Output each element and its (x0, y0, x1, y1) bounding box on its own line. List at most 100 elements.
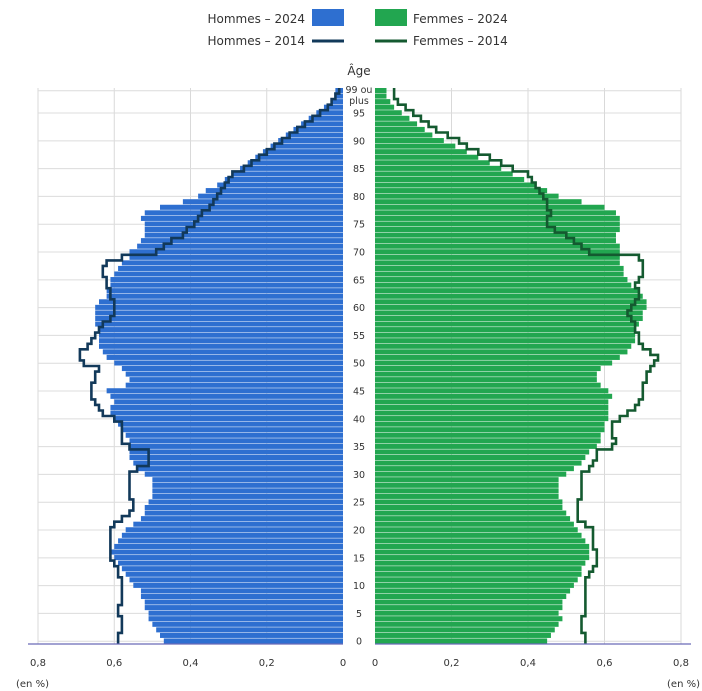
bar-hommes-2024-age-53 (99, 343, 343, 349)
age-label-99-line2: plus (349, 96, 369, 107)
age-tick-15: 15 (353, 553, 365, 564)
bar-femmes-2024-age-96 (375, 104, 395, 110)
bar-femmes-2024-age-67 (375, 265, 624, 271)
bar-femmes-2024-age-53 (375, 343, 632, 349)
bar-femmes-2024-age-68 (375, 260, 620, 266)
bar-hommes-2024-age-61 (99, 299, 343, 305)
bar-femmes-2024-age-48 (375, 371, 597, 377)
bar-hommes-2024-age-60 (95, 304, 343, 310)
bar-hommes-2024-age-82 (217, 182, 343, 188)
legend: Hommes – 2024 Hommes – 2014 Femmes – 202… (207, 9, 508, 48)
bar-hommes-2024-age-48 (125, 371, 343, 377)
bar-hommes-2024-age-45 (106, 388, 343, 394)
bar-femmes-2024-age-66 (375, 271, 624, 277)
bar-hommes-2024-age-24 (144, 505, 343, 511)
bar-femmes-2024-age-59 (375, 310, 643, 316)
bar-hommes-2024-age-39 (118, 421, 343, 427)
bar-hommes-2024-age-52 (102, 349, 343, 355)
bar-femmes-2024-age-92 (375, 126, 425, 132)
bar-hommes-2024-age-37 (125, 432, 343, 438)
bar-femmes-2024-age-5 (375, 610, 559, 616)
age-tick-80: 80 (353, 192, 365, 203)
bar-femmes-2024-age-3 (375, 621, 559, 627)
bar-hommes-2024-age-33 (129, 454, 343, 461)
bar-hommes-2024-age-86 (247, 160, 343, 166)
x-tick-left-1: 0,6 (106, 658, 122, 669)
bar-femmes-2024-age-25 (375, 499, 563, 505)
bar-femmes-2024-age-54 (375, 338, 636, 344)
bar-hommes-2024-age-95 (316, 110, 343, 116)
bar-hommes-2024-age-36 (129, 438, 343, 444)
bar-hommes-2024-age-11 (129, 577, 343, 583)
bar-hommes-2024-age-38 (121, 427, 343, 433)
x-tick-right-2: 0,4 (520, 658, 536, 669)
bar-hommes-2024-age-98 (335, 93, 343, 99)
bar-hommes-2024-age-13 (121, 566, 343, 572)
age-axis-title: Âge (347, 63, 370, 78)
age-tick-30: 30 (353, 470, 365, 481)
bar-hommes-2024-age-47 (129, 377, 343, 383)
age-tick-60: 60 (353, 303, 365, 314)
bar-femmes-2024-age-40 (375, 416, 609, 422)
bar-hommes-2024-age-56 (99, 327, 343, 333)
bar-femmes-2024-age-1 (375, 632, 551, 638)
bar-hommes-2024-age-96 (323, 104, 343, 110)
bar-hommes-2024-age-4 (148, 616, 343, 622)
bar-femmes-2024-age-42 (375, 404, 609, 410)
bar-hommes-2024-age-92 (293, 126, 343, 132)
age-tick-65: 65 (353, 275, 365, 286)
bar-femmes-2024-age-65 (375, 277, 628, 283)
bar-hommes-2024-age-46 (125, 382, 343, 388)
legend-label-femmes-2024: Femmes – 2024 (413, 12, 508, 26)
bar-hommes-2024-age-88 (262, 149, 343, 155)
x-tick-left-2: 0,4 (183, 658, 199, 669)
x-unit-label-right: (en %) (667, 679, 700, 690)
age-tick-50: 50 (353, 359, 365, 370)
x-tick-right-0: 0,8 (673, 658, 689, 669)
bar-hommes-2024-age-76 (140, 215, 343, 221)
bar-femmes-2024-age-86 (375, 160, 490, 166)
bar-hommes-2024-age-70 (129, 249, 343, 255)
bar-hommes-2024-age-6 (144, 605, 343, 611)
bar-hommes-2024-age-20 (125, 527, 343, 533)
bar-femmes-2024-age-29 (375, 477, 559, 483)
bar-femmes-2024-age-51 (375, 354, 620, 360)
age-tick-90: 90 (353, 136, 365, 147)
bar-femmes-2024-age-0 (375, 638, 548, 644)
bar-femmes-2024-age-99 (375, 88, 387, 94)
bar-hommes-2024-age-62 (106, 293, 343, 299)
bar-hommes-2024-age-28 (152, 482, 343, 488)
x-tick-right-3: 0,2 (444, 658, 460, 669)
bar-femmes-2024-age-50 (375, 360, 613, 366)
bar-femmes-2024-age-63 (375, 288, 639, 294)
bar-femmes-2024-age-94 (375, 115, 410, 121)
bar-femmes-2024-age-36 (375, 438, 601, 444)
bar-femmes-2024-age-39 (375, 421, 605, 427)
bar-hommes-2024-age-91 (285, 132, 343, 138)
bar-hommes-2024-age-71 (137, 243, 343, 249)
x-tick-left-4: 0 (340, 658, 346, 669)
bar-femmes-2024-age-45 (375, 388, 609, 394)
x-tick-right-1: 0,6 (597, 658, 613, 669)
line-femmes-2014 (392, 88, 660, 644)
bar-hommes-2024-age-69 (129, 254, 343, 260)
bar-hommes-2024-age-29 (152, 477, 343, 483)
bar-hommes-2024-age-15 (114, 555, 343, 561)
bar-femmes-2024-age-81 (375, 188, 548, 194)
bar-femmes-2024-age-83 (375, 176, 525, 183)
bar-hommes-2024-age-73 (144, 232, 343, 238)
age-tick-70: 70 (353, 248, 365, 259)
bar-femmes-2024-age-76 (375, 215, 620, 221)
bar-hommes-2024-age-34 (129, 449, 343, 455)
bar-hommes-2024-age-51 (106, 354, 343, 360)
bar-femmes-2024-age-30 (375, 471, 567, 477)
bar-femmes-2024-age-27 (375, 488, 559, 494)
bar-femmes-2024-age-95 (375, 110, 402, 116)
bar-femmes-2024-age-93 (375, 121, 418, 127)
age-tick-45: 45 (353, 387, 365, 398)
bar-femmes-2024-age-17 (375, 543, 590, 549)
bar-hommes-2024-age-90 (278, 138, 343, 144)
age-tick-40: 40 (353, 414, 365, 425)
bar-femmes-2024-age-35 (375, 443, 597, 449)
